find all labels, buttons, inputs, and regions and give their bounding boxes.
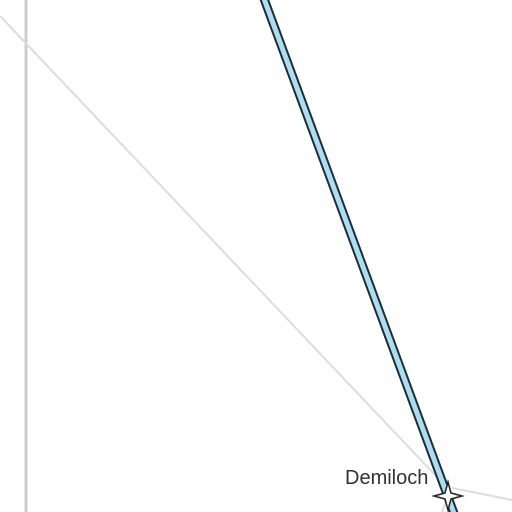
main-road-fill xyxy=(261,0,457,512)
main-road[interactable] xyxy=(259,0,459,512)
minor-road-east xyxy=(451,487,512,501)
minor-road-diagonal xyxy=(0,15,438,478)
star-marker-icon[interactable] xyxy=(431,479,465,512)
place-label[interactable]: Demiloch xyxy=(345,467,428,489)
